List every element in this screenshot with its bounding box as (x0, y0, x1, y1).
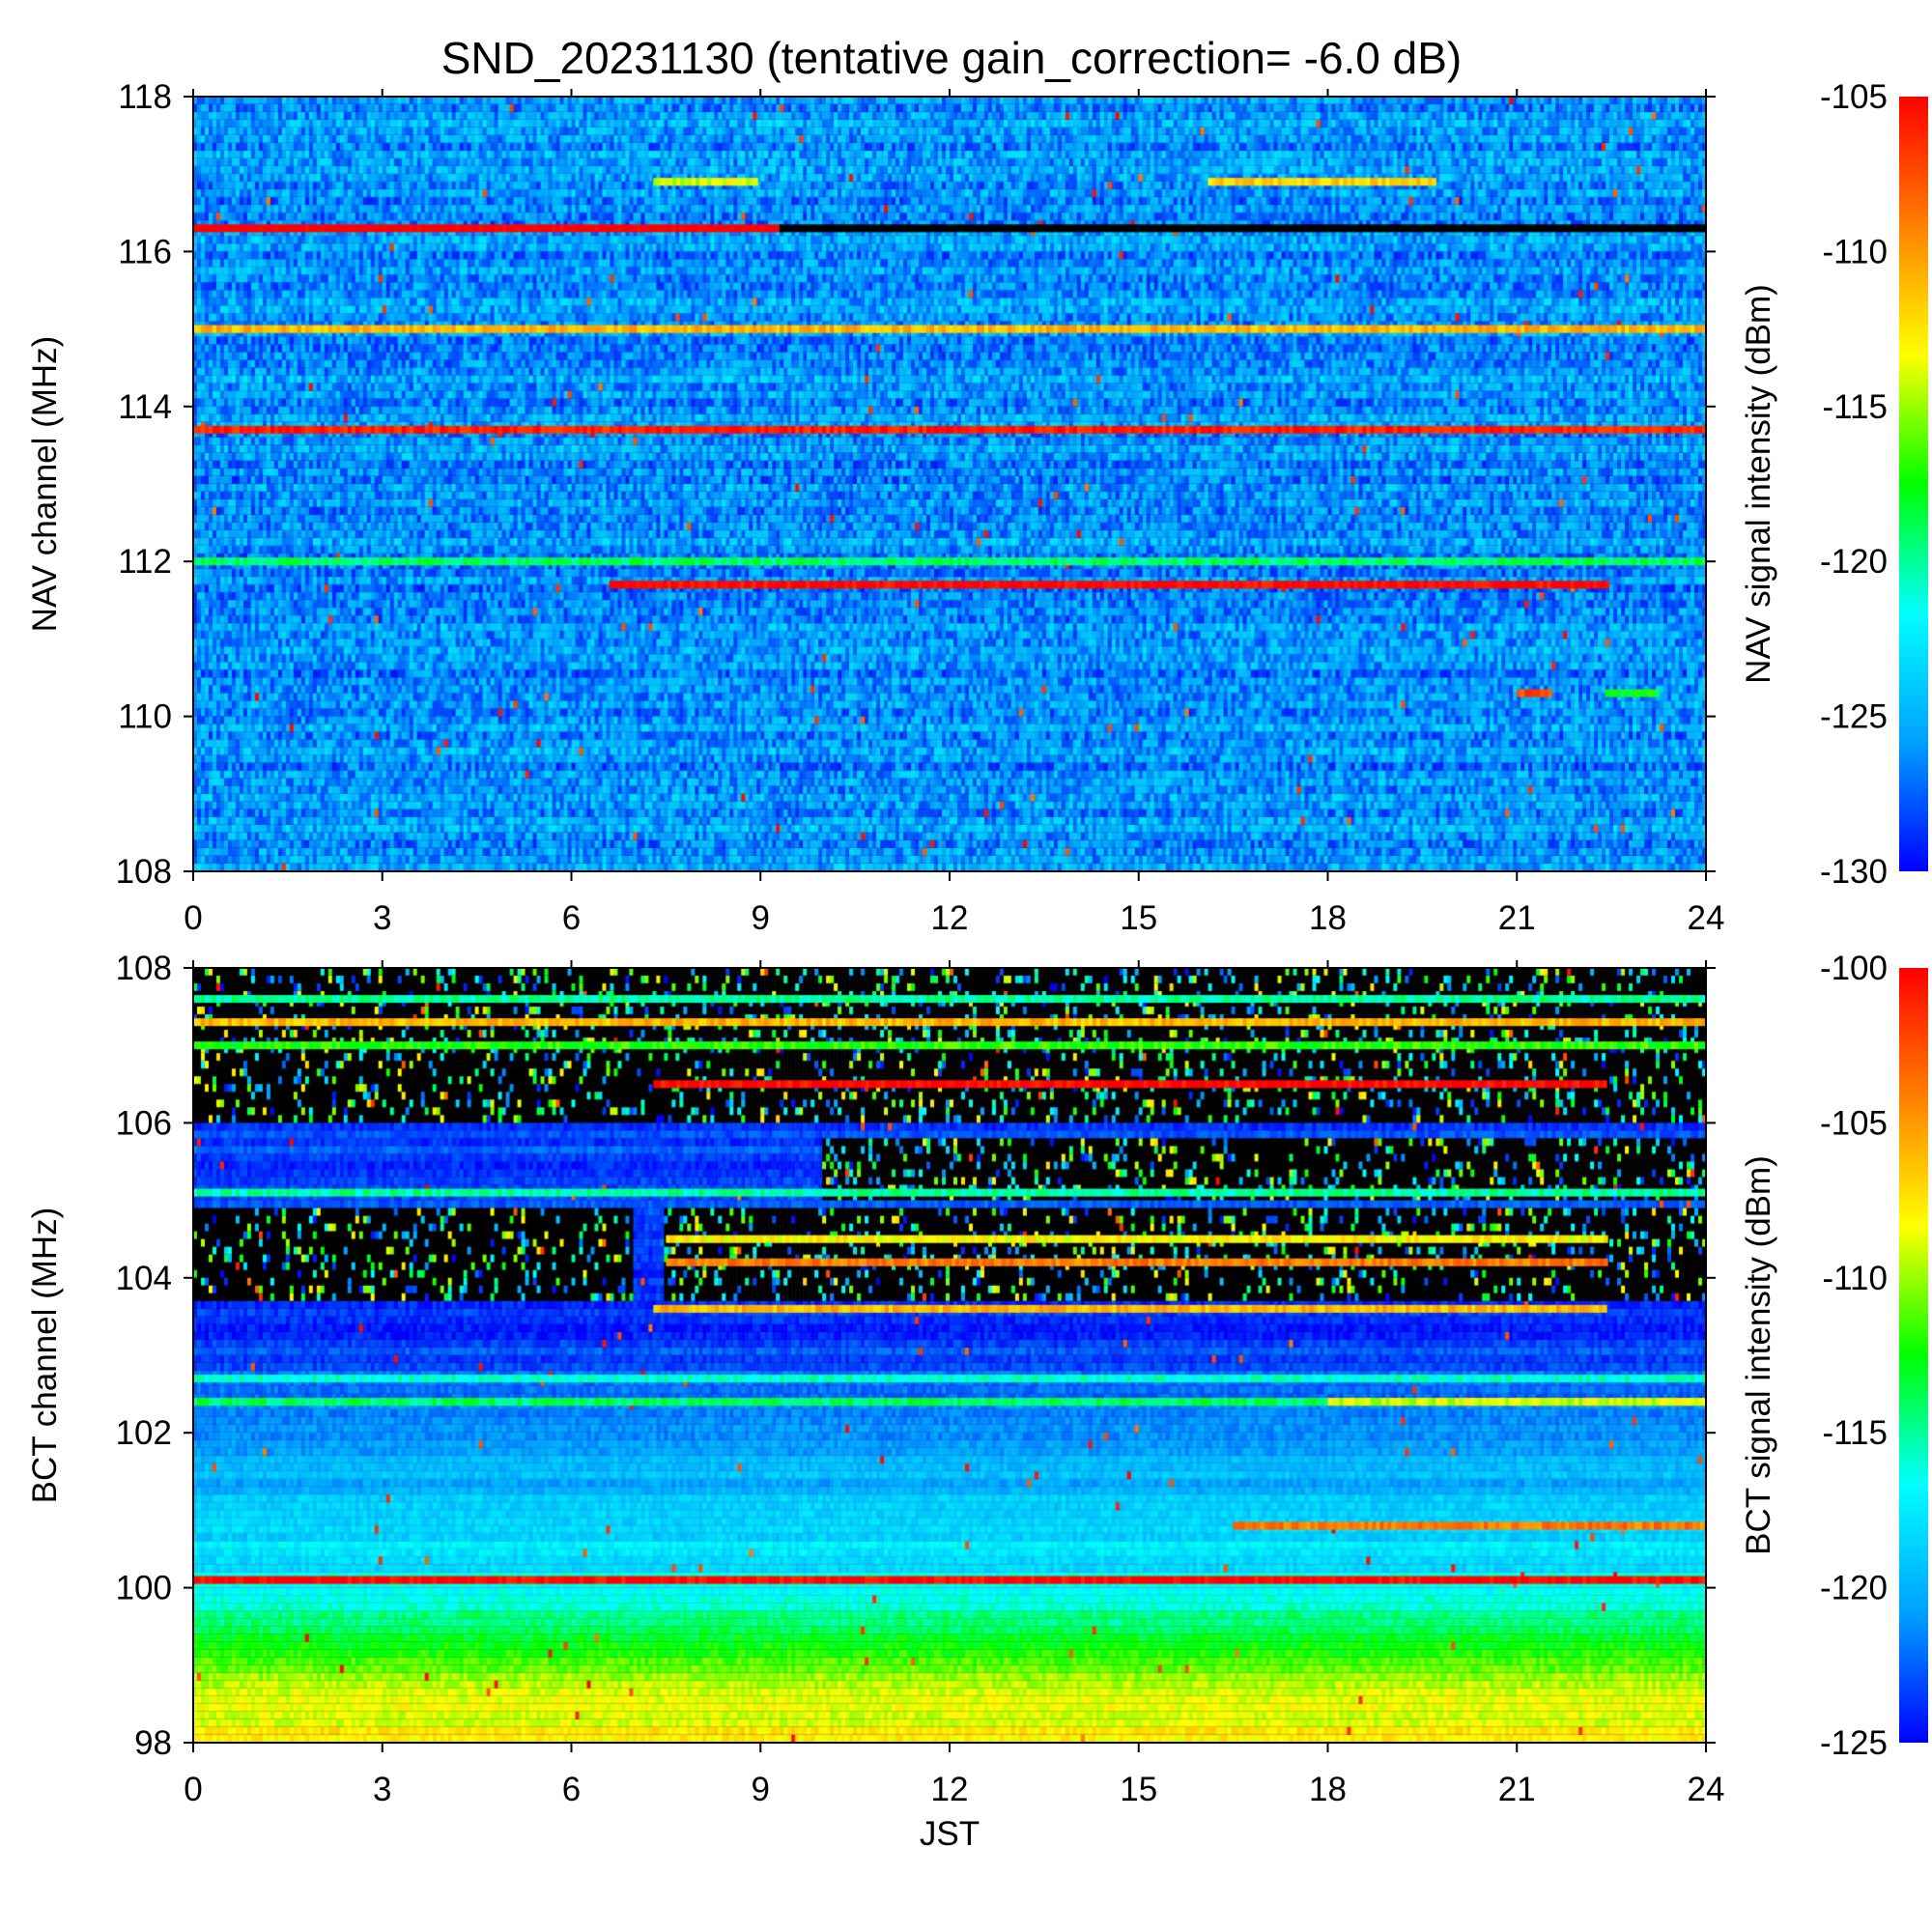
x-tick-label: 15 (1120, 899, 1157, 937)
x-tick-label: 9 (752, 1771, 770, 1808)
x-tick-label: 24 (1688, 899, 1725, 937)
heatmap-canvas (193, 97, 1706, 871)
colorbar-tick-label: -110 (1823, 1260, 1888, 1297)
x-tick-label: 9 (752, 899, 770, 937)
y-tick-label: 106 (116, 1104, 172, 1142)
y-tick-label: 108 (116, 853, 172, 891)
x-tick-label: 0 (184, 1771, 202, 1808)
colorbar-tick-label: -100 (1820, 950, 1888, 987)
colorbar-tick-label: -120 (1820, 1570, 1888, 1607)
colorbar (1899, 968, 1928, 1743)
heatmap-canvas (193, 968, 1706, 1743)
heatmap-image (193, 97, 1706, 871)
y-tick-label: 108 (116, 950, 172, 987)
colorbar-tick-label: -130 (1820, 853, 1888, 891)
y-tick-label: 116 (118, 233, 172, 270)
x-tick-label: 6 (562, 1771, 581, 1808)
colorbar-tick-label: -115 (1823, 1414, 1888, 1452)
colorbar-label: BCT signal intensity (dBm) (1740, 1155, 1777, 1555)
y-axis-label: NAV channel (MHz) (26, 336, 64, 633)
colorbar-tick-label: -105 (1820, 78, 1888, 116)
colorbar-tick-label: -110 (1823, 233, 1888, 270)
y-tick-label: 118 (118, 78, 172, 116)
colorbar-tick-label: -105 (1820, 1104, 1888, 1142)
colorbar-tick-label: -125 (1820, 1724, 1888, 1762)
x-tick-label: 12 (931, 899, 969, 937)
y-axis-label: BCT channel (MHz) (26, 1208, 64, 1504)
colorbar-tick-label: -120 (1820, 543, 1888, 581)
x-tick-label: 12 (931, 1771, 969, 1808)
colorbar-label: NAV signal intensity (dBm) (1740, 284, 1777, 684)
colorbar (1899, 97, 1928, 871)
colorbar-tick-label: -115 (1823, 388, 1888, 426)
y-tick-label: 100 (116, 1570, 172, 1607)
heatmap-image (193, 968, 1706, 1743)
x-tick-label: 18 (1309, 1771, 1347, 1808)
y-tick-label: 104 (116, 1260, 172, 1297)
x-tick-label: 24 (1688, 1771, 1725, 1808)
x-tick-label: 15 (1120, 1771, 1157, 1808)
x-tick-label: 0 (184, 899, 202, 937)
colorbar-tick-label: -125 (1820, 698, 1888, 736)
bct-spectrogram-panel: 0 3 6 9 12 15 18 21 24 98 100 102 104 106 108 BCT chann… (26, 950, 1928, 1853)
x-tick-label: 3 (373, 899, 391, 937)
y-tick-label: 102 (116, 1414, 172, 1452)
y-tick-label: 110 (118, 698, 172, 736)
x-tick-label: 18 (1309, 899, 1347, 937)
x-tick-label: 3 (373, 1771, 391, 1808)
x-tick-label: 21 (1498, 899, 1536, 937)
nav-spectrogram-panel: 0 3 6 9 12 15 18 21 24 108 110 112 114 116 118 NAV chan… (26, 78, 1928, 937)
chart-title: SND_20231130 (tentative gain_correction=… (441, 33, 1463, 83)
y-tick-label: 114 (118, 388, 172, 426)
y-tick-label: 112 (118, 543, 172, 581)
x-tick-label: 6 (562, 899, 581, 937)
x-axis-label: JST (920, 1815, 980, 1853)
y-tick-label: 98 (134, 1724, 172, 1762)
x-tick-label: 21 (1498, 1771, 1536, 1808)
